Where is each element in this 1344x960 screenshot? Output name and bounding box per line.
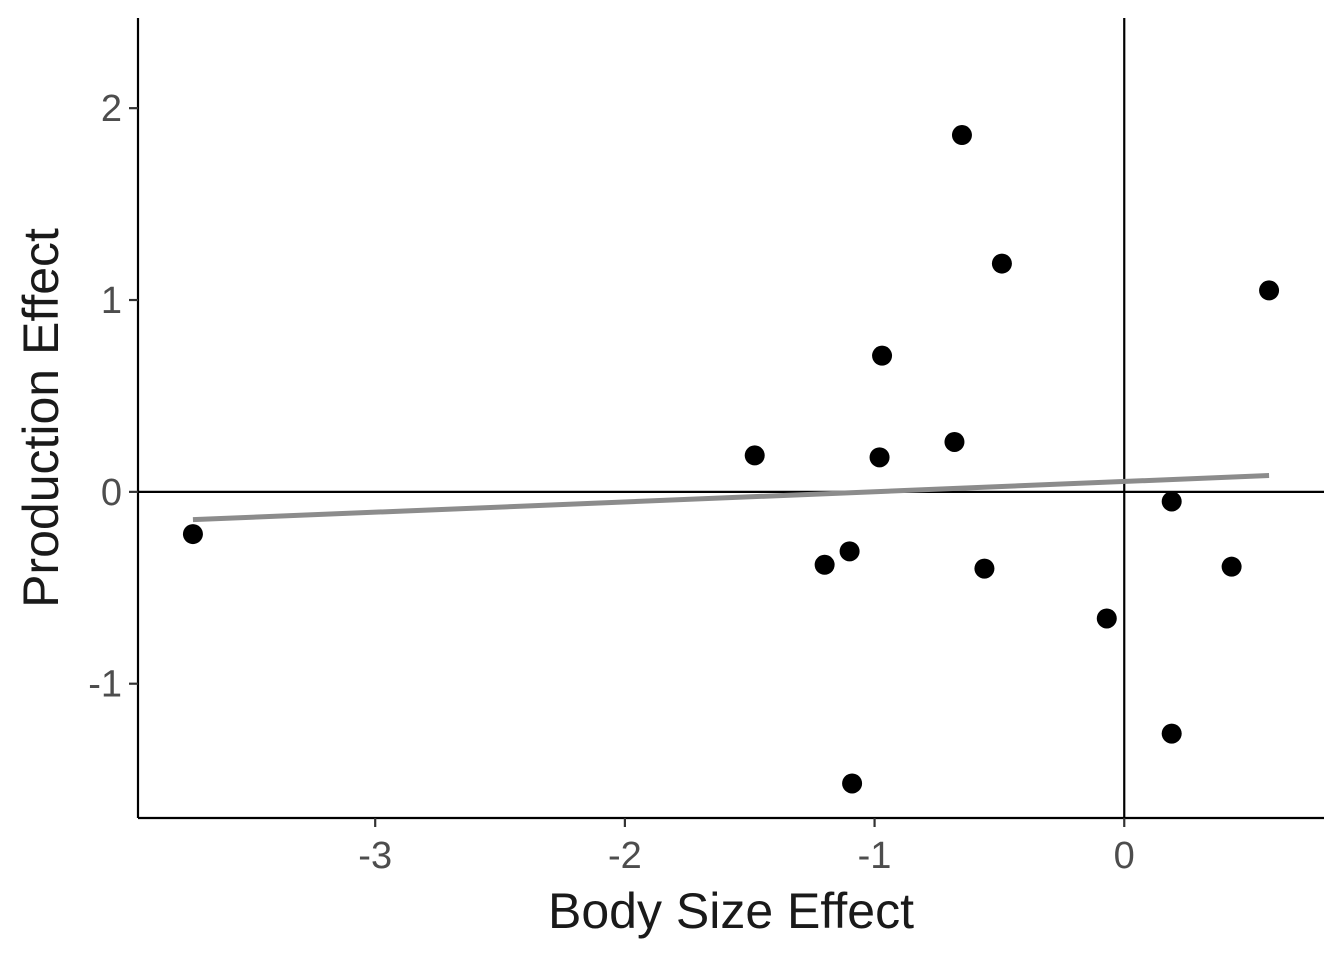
- data-point: [869, 447, 890, 468]
- x-tick-label: -3: [358, 835, 392, 877]
- data-point: [944, 431, 965, 452]
- x-axis-title: Body Size Effect: [548, 883, 914, 939]
- data-point: [1259, 280, 1280, 301]
- data-point: [744, 445, 765, 466]
- data-point: [1221, 556, 1242, 577]
- x-tick-label: -1: [858, 835, 892, 877]
- axes: -3 -2 -1 0 -1 0 1 2: [88, 18, 1324, 877]
- data-point: [872, 345, 893, 366]
- x-tick-label: -2: [608, 835, 642, 877]
- data-point: [1096, 608, 1117, 629]
- y-axis-title: Production Effect: [13, 228, 69, 608]
- fit-line: [192, 473, 1270, 523]
- data-point: [839, 541, 860, 562]
- data-point: [1161, 491, 1182, 512]
- y-tick-label: 1: [101, 280, 122, 322]
- y-tick-label: 0: [101, 472, 122, 514]
- data-point: [974, 558, 995, 579]
- data-point: [951, 125, 972, 146]
- data-point: [991, 253, 1012, 274]
- data-point: [814, 554, 835, 575]
- data-point: [842, 773, 863, 794]
- data-points: [182, 125, 1280, 794]
- y-tick-label: -1: [88, 664, 122, 706]
- data-point: [1161, 723, 1182, 744]
- y-tick-label: 2: [101, 88, 122, 130]
- x-tick-label: 0: [1114, 835, 1135, 877]
- regression-line: [192, 473, 1270, 523]
- reference-lines: [138, 18, 1324, 818]
- data-point: [182, 524, 203, 545]
